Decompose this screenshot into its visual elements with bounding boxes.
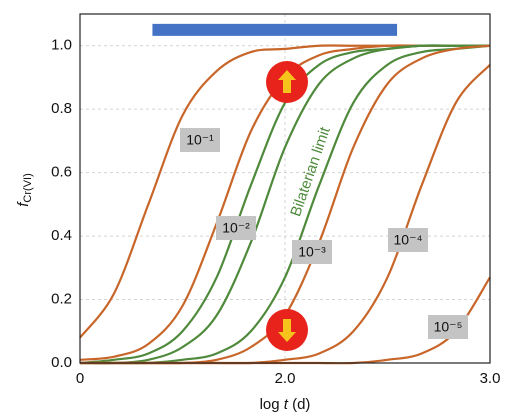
x-label-prefix: log: [260, 396, 284, 413]
up-icon: [266, 61, 308, 103]
range-bar: [152, 23, 398, 36]
series-label-box: [388, 228, 428, 252]
series-line: [79, 44, 490, 365]
x-tick-label: 2.0: [275, 370, 296, 387]
x-label-variable: t: [284, 396, 289, 413]
series-label: 10⁻⁴: [394, 232, 423, 248]
down-icon: [266, 309, 308, 351]
y-label-symbol: f: [15, 201, 32, 207]
series-label-box: [180, 128, 220, 152]
y-tick-label: 0.8: [51, 100, 72, 117]
series-label: 10⁻³: [298, 244, 326, 260]
x-tick-label: 3.0: [480, 370, 501, 387]
y-tick-label: 0.2: [51, 291, 72, 308]
series-label: 10⁻¹: [186, 132, 214, 148]
series-label-box: [428, 315, 468, 339]
y-tick-label: 1.0: [51, 37, 72, 54]
y-axis-label: fCr(VI): [15, 173, 34, 207]
annotation: Bilaterian limit: [287, 124, 334, 219]
x-tick-label: 0: [76, 370, 84, 387]
y-tick-label: 0.0: [51, 354, 72, 371]
series-label: 10⁻⁵: [434, 319, 463, 335]
x-label-suffix: (d): [288, 396, 311, 413]
series-label-box: [292, 240, 332, 264]
plot-frame: [79, 13, 491, 364]
y-tick-label: 0.6: [51, 164, 72, 181]
y-tick-label: 0.4: [51, 227, 72, 244]
series-label-box: [216, 216, 256, 240]
y-label-subscript: Cr(VI): [22, 173, 34, 202]
series-label: 10⁻²: [222, 220, 250, 236]
x-axis-label: log t (d): [260, 396, 311, 413]
